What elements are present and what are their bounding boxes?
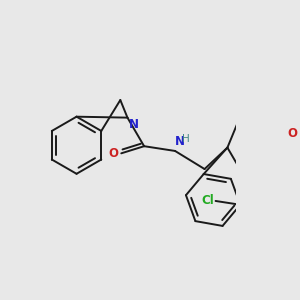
Text: N: N: [175, 135, 185, 148]
Text: O: O: [108, 147, 118, 160]
Text: Cl: Cl: [201, 194, 214, 208]
Text: H: H: [182, 134, 190, 144]
Text: N: N: [129, 118, 140, 131]
Text: O: O: [287, 127, 297, 140]
